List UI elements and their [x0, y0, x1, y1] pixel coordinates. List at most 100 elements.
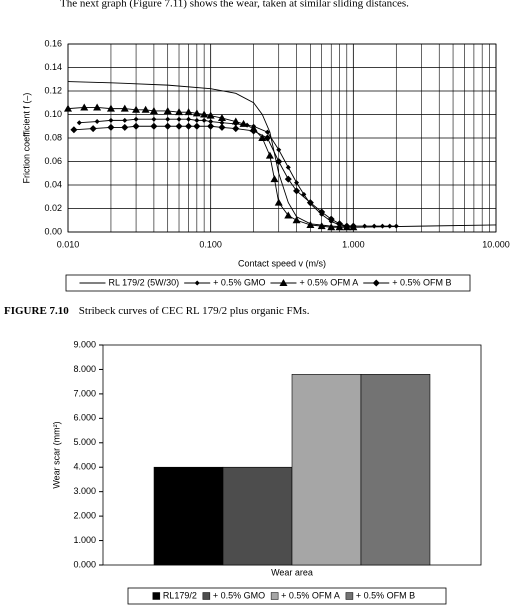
x-tick-label: 0.010 — [57, 239, 80, 249]
marker — [232, 125, 240, 133]
marker — [336, 220, 344, 228]
marker — [217, 114, 226, 122]
y-tick-label: 0.12 — [44, 85, 62, 95]
intro-text: The next graph (Figure 7.11) shows the w… — [60, 0, 409, 10]
y-tick-label: 9.000 — [73, 339, 96, 349]
marker — [219, 120, 225, 126]
marker — [306, 220, 315, 228]
marker — [184, 108, 193, 116]
marker — [132, 122, 140, 130]
caption-label: FIGURE 7.10 — [4, 305, 69, 317]
marker — [293, 187, 301, 195]
marker — [194, 117, 200, 123]
legend-box — [127, 587, 447, 605]
y-tick-label: 1.000 — [73, 535, 96, 545]
marker — [93, 103, 102, 111]
marker — [294, 180, 300, 186]
marker — [265, 151, 274, 159]
bar — [360, 374, 431, 566]
x-axis-label: Contact speed v (m/s) — [238, 258, 326, 268]
marker — [284, 175, 292, 183]
x-tick-label: 10.000 — [482, 239, 510, 249]
marker — [264, 129, 270, 135]
legend-label: RL 179/2 (5W/30) — [108, 277, 179, 287]
legend-label: + 0.5% OFM A — [281, 590, 340, 600]
marker — [163, 106, 172, 114]
marker — [200, 110, 209, 118]
marker — [371, 223, 377, 229]
marker — [175, 108, 184, 116]
marker — [318, 208, 326, 216]
marker — [275, 158, 283, 165]
legend-label: + 0.5% GMO — [213, 277, 265, 287]
marker — [133, 116, 139, 122]
marker — [201, 117, 207, 123]
series-line — [73, 125, 354, 227]
legend-swatch — [202, 592, 211, 600]
marker — [107, 123, 115, 131]
marker — [165, 116, 171, 122]
legend-label: + 0.5% GMO — [213, 590, 265, 600]
marker — [176, 116, 182, 122]
marker — [270, 175, 279, 183]
x-tick-label: 0.100 — [199, 239, 222, 249]
marker — [327, 215, 335, 223]
marker — [292, 216, 301, 224]
y-tick-label: 2.000 — [73, 510, 96, 520]
series-line — [79, 118, 397, 227]
y-tick-label: 3.000 — [73, 486, 96, 496]
marker — [175, 122, 183, 130]
marker — [387, 223, 393, 229]
marker — [285, 164, 291, 170]
y-tick-label: 6.000 — [73, 413, 96, 423]
marker — [94, 119, 100, 125]
legend-label: RL179/2 — [163, 590, 197, 600]
y-tick-label: 4.000 — [73, 462, 96, 472]
marker — [208, 119, 214, 125]
marker — [276, 147, 282, 153]
marker — [250, 127, 258, 135]
legend-swatch — [345, 592, 354, 600]
y-tick-label: 0.06 — [44, 156, 62, 166]
legend-swatch — [270, 592, 279, 600]
marker — [393, 223, 399, 229]
marker — [279, 279, 288, 286]
y-tick-label: 0.00 — [44, 226, 62, 236]
marker — [106, 104, 115, 112]
y-tick-label: 8.000 — [73, 364, 96, 374]
marker — [120, 104, 129, 112]
marker — [141, 105, 150, 113]
y-tick-label: 0.08 — [44, 132, 62, 142]
y-tick-label: 0.14 — [44, 62, 62, 72]
y-tick-label: 0.16 — [44, 38, 62, 48]
marker — [164, 122, 172, 130]
legend-box — [65, 274, 471, 292]
marker — [284, 211, 293, 219]
marker — [132, 105, 141, 113]
marker — [121, 123, 129, 131]
marker — [151, 116, 157, 122]
marker — [327, 223, 336, 231]
marker — [206, 111, 215, 119]
marker — [108, 117, 114, 123]
y-tick-label: 0.02 — [44, 203, 62, 213]
marker — [122, 117, 128, 123]
marker — [80, 103, 89, 111]
marker — [258, 134, 267, 141]
marker — [64, 104, 72, 112]
marker — [362, 223, 368, 229]
marker — [150, 122, 158, 130]
marker — [379, 223, 385, 229]
marker — [70, 126, 78, 134]
legend-label: + 0.5% OFM A — [299, 277, 358, 287]
marker — [193, 122, 201, 130]
legend-label: + 0.5% OFM B — [356, 590, 415, 600]
marker — [239, 119, 248, 127]
y-axis-label: Friction coefficient f (–) — [21, 93, 31, 184]
y-tick-label: 7.000 — [73, 388, 96, 398]
x-tick-label: 1.000 — [342, 239, 365, 249]
y-tick-label: 0.000 — [73, 559, 96, 569]
marker — [218, 123, 226, 131]
legend-label: + 0.5% OFM B — [392, 277, 451, 287]
